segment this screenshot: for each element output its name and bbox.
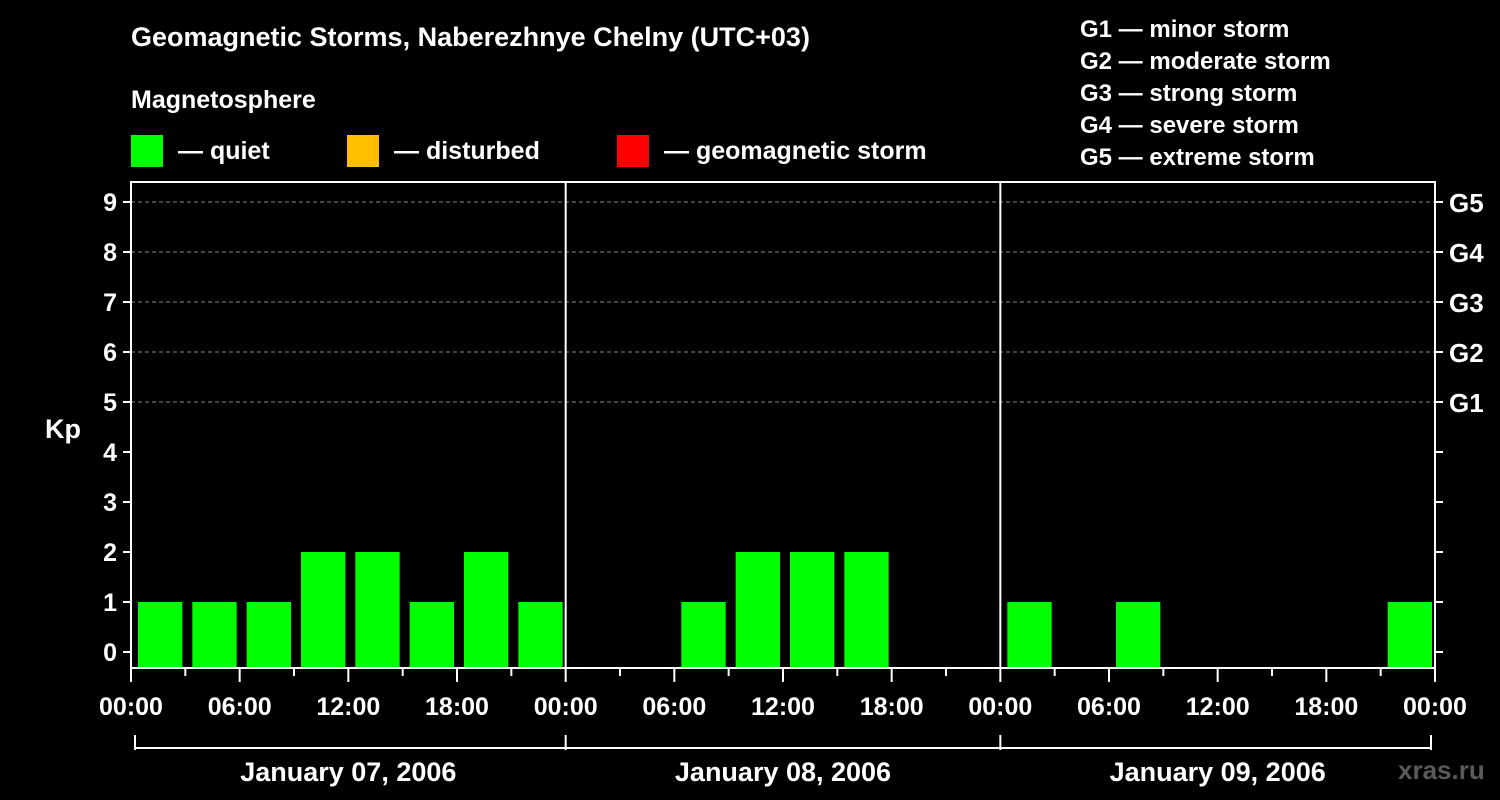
kp-bar — [681, 602, 726, 668]
kp-bar — [1387, 602, 1432, 668]
y-tick-label: 2 — [103, 539, 117, 567]
y-tick-label: 4 — [103, 439, 117, 467]
legend-quiet-swatch — [131, 135, 163, 167]
g-level-label: G3 — [1449, 288, 1484, 318]
kp-bar — [518, 602, 563, 668]
y-tick-label: 7 — [103, 289, 117, 317]
kp-bar — [735, 552, 780, 668]
legend-storm-swatch — [617, 135, 649, 167]
x-tick-label: 06:00 — [208, 693, 272, 721]
y-tick-label: 8 — [103, 239, 117, 267]
kp-bar — [355, 552, 400, 668]
x-tick-label: 18:00 — [1294, 693, 1358, 721]
kp-bar — [409, 602, 454, 668]
x-tick-label: 00:00 — [1403, 693, 1467, 721]
g-scale-item: G3 — strong storm — [1080, 80, 1298, 107]
x-tick-label: 06:00 — [642, 693, 706, 721]
y-tick-label: 5 — [103, 389, 117, 417]
g-level-label: G2 — [1449, 338, 1484, 368]
legend-disturbed-swatch — [347, 135, 379, 167]
watermark: xras.ru — [1398, 755, 1485, 785]
kp-bar — [192, 602, 237, 668]
x-tick-label: 12:00 — [1186, 693, 1250, 721]
x-tick-label: 18:00 — [860, 693, 924, 721]
g-level-label: G1 — [1449, 388, 1484, 418]
g-scale-item: G4 — severe storm — [1080, 112, 1299, 139]
g-scale-item: G5 — extreme storm — [1080, 144, 1315, 171]
x-tick-label: 06:00 — [1077, 693, 1141, 721]
g-scale-legend: G1 — minor storm G2 — moderate storm G3 … — [1080, 14, 1331, 174]
legend-disturbed: — disturbed — [347, 134, 540, 168]
x-tick-label: 00:00 — [968, 693, 1032, 721]
y-axis-label: Kp — [45, 414, 81, 444]
legend-storm-label: — geomagnetic storm — [664, 136, 927, 165]
chart-title: Geomagnetic Storms, Naberezhnye Chelny (… — [131, 22, 810, 52]
kp-bar — [1116, 602, 1161, 668]
kp-bar — [138, 602, 183, 668]
kp-bar — [790, 552, 835, 668]
day-label: January 07, 2006 — [240, 757, 456, 787]
kp-bar — [301, 552, 346, 668]
legend-quiet: — quiet — [131, 134, 270, 168]
x-tick-label: 00:00 — [99, 693, 163, 721]
kp-bar — [844, 552, 889, 668]
legend-quiet-label: — quiet — [178, 136, 270, 165]
kp-bar — [1007, 602, 1052, 668]
y-tick-label: 9 — [103, 189, 117, 217]
kp-bar — [464, 552, 509, 668]
y-tick-label: 1 — [103, 589, 117, 617]
g-scale-item: G2 — moderate storm — [1080, 48, 1331, 75]
y-tick-label: 6 — [103, 339, 117, 367]
x-tick-label: 18:00 — [425, 693, 489, 721]
chart-subtitle: Magnetosphere — [131, 86, 316, 114]
day-label: January 09, 2006 — [1110, 757, 1326, 787]
y-tick-label: 0 — [103, 639, 117, 667]
x-tick-label: 12:00 — [751, 693, 815, 721]
day-label: January 08, 2006 — [675, 757, 891, 787]
x-tick-label: 12:00 — [316, 693, 380, 721]
kp-bar — [246, 602, 291, 668]
g-level-label: G5 — [1449, 188, 1484, 218]
legend-storm: — geomagnetic storm — [617, 134, 927, 168]
x-tick-label: 00:00 — [534, 693, 598, 721]
legend-disturbed-label: — disturbed — [394, 136, 540, 165]
g-level-label: G4 — [1449, 238, 1484, 268]
g-scale-item: G1 — minor storm — [1080, 16, 1290, 43]
y-tick-label: 3 — [103, 489, 117, 517]
